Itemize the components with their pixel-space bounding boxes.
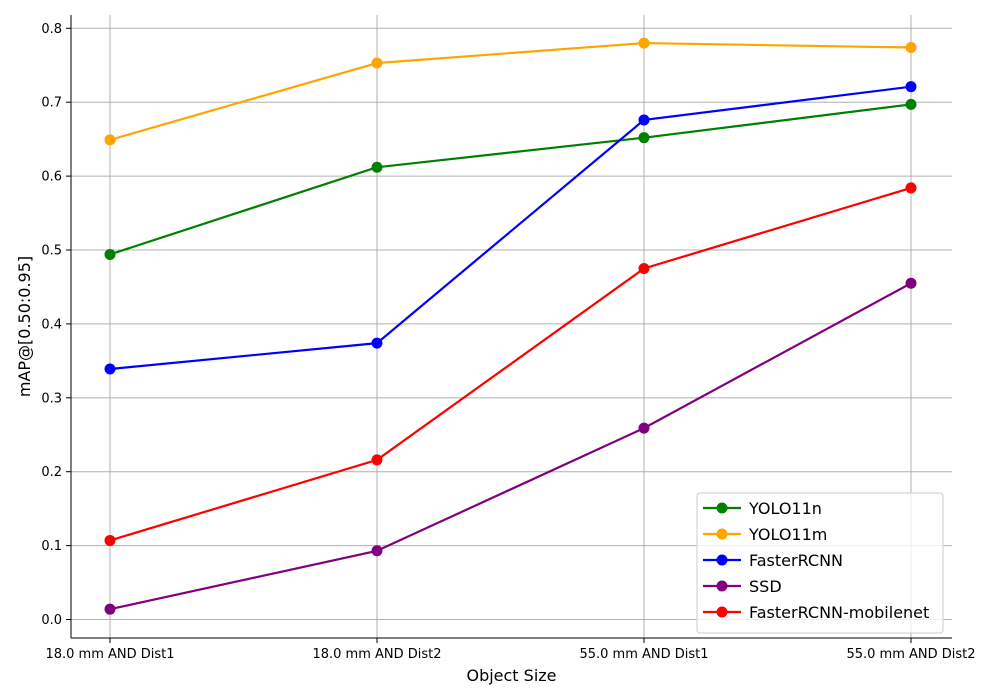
x-tick-label: 18.0 mm AND Dist2 xyxy=(312,647,441,662)
y-tick-label: 0.7 xyxy=(41,96,62,111)
data-point xyxy=(905,277,917,289)
data-point xyxy=(371,454,383,466)
data-point xyxy=(104,248,116,260)
data-point xyxy=(371,161,383,173)
legend-box xyxy=(696,492,944,634)
x-axis-title: Object Size xyxy=(466,666,556,685)
data-point xyxy=(104,363,116,375)
data-point xyxy=(638,37,650,49)
data-point xyxy=(905,98,917,110)
data-point xyxy=(104,603,116,615)
legend-item: YOLO11n xyxy=(703,499,822,518)
x-tick-label: 55.0 mm AND Dist2 xyxy=(846,647,975,662)
legend-label: YOLO11n xyxy=(748,499,822,518)
series-group xyxy=(104,37,917,615)
y-tick-label: 0.5 xyxy=(41,244,62,259)
y-tick-label: 0.4 xyxy=(41,317,62,332)
series-line xyxy=(109,103,912,256)
series-fasterrcnn-mobilenet xyxy=(104,182,917,546)
y-tick-label: 0.3 xyxy=(41,391,62,406)
x-tick-label: 18.0 mm AND Dist1 xyxy=(45,647,174,662)
y-tick-label: 0.6 xyxy=(41,170,62,185)
axes: 0.0 0.1 0.2 0.3 0.4 0.5 0.6 0.7 0.8 18.0 mm AND D… xyxy=(41,15,976,662)
series-line xyxy=(109,186,912,542)
series-ssd xyxy=(104,277,917,615)
series-yolo11n xyxy=(104,98,917,260)
y-tick-label: 0.0 xyxy=(41,613,62,628)
legend-marker xyxy=(716,580,728,592)
data-point xyxy=(371,545,383,557)
legend-marker xyxy=(716,554,728,566)
data-point xyxy=(905,42,917,54)
data-point xyxy=(638,114,650,126)
legend-item: FasterRCNN xyxy=(703,551,843,570)
legend-item: YOLO11m xyxy=(703,525,827,544)
data-point xyxy=(905,81,917,93)
series-line xyxy=(109,282,912,611)
legend-label: YOLO11m xyxy=(748,525,827,544)
data-point xyxy=(104,534,116,546)
y-axis-title: mAP@[0.50:0.95] xyxy=(15,256,34,397)
legend: YOLO11n YOLO11m FasterRCNN SSD FasterRCNN-mo… xyxy=(696,492,944,634)
series-fasterrcnn xyxy=(104,81,917,375)
y-tick-label: 0.1 xyxy=(41,539,62,554)
y-tick-label: 0.2 xyxy=(41,465,62,480)
legend-label: SSD xyxy=(749,577,782,596)
data-point xyxy=(638,132,650,144)
series-line xyxy=(109,41,912,141)
legend-marker xyxy=(716,528,728,540)
data-point xyxy=(638,262,650,274)
data-point xyxy=(371,57,383,69)
series-yolo11m xyxy=(104,37,917,146)
data-point xyxy=(371,337,383,349)
legend-item: FasterRCNN-mobilenet xyxy=(703,603,929,622)
data-point xyxy=(104,134,116,146)
legend-label: FasterRCNN-mobilenet xyxy=(749,603,929,622)
legend-marker xyxy=(716,502,728,514)
legend-marker xyxy=(716,606,728,618)
legend-label: FasterRCNN xyxy=(749,551,843,570)
data-point xyxy=(905,182,917,194)
data-point xyxy=(638,422,650,434)
series-line xyxy=(109,85,912,371)
y-tick-label: 0.8 xyxy=(41,22,62,37)
legend-item: SSD xyxy=(703,577,782,596)
x-tick-label: 55.0 mm AND Dist1 xyxy=(579,647,708,662)
